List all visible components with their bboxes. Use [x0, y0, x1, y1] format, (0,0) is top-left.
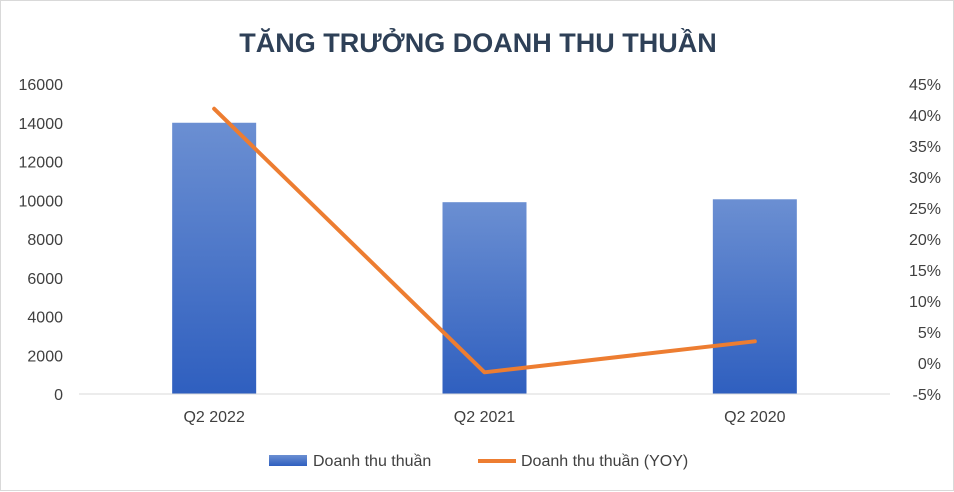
- y-left-tick-label: 6000: [27, 271, 63, 288]
- bar: [712, 199, 797, 394]
- yoy-point: [753, 339, 757, 343]
- y-left-tick-label: 8000: [27, 232, 63, 249]
- legend: Doanh thu thuần Doanh thu thuần (YOY): [269, 453, 688, 470]
- y-left-tick-label: 10000: [19, 193, 64, 210]
- y-right-tick-label: 25%: [909, 201, 941, 218]
- plot-area: 0 2000 4000 6000 8000 10000 12000 14000 16000 -5%…: [19, 77, 942, 426]
- bar: [442, 202, 527, 394]
- legend-swatch-bar: [269, 455, 307, 466]
- y-right-tick-label: -5%: [913, 387, 941, 404]
- y-left-tick-label: 14000: [19, 116, 64, 133]
- y-right-tick-label: 0%: [918, 356, 941, 373]
- x-tick-label: Q2 2021: [454, 409, 515, 426]
- x-tick-label: Q2 2022: [183, 409, 244, 426]
- chart-title: TĂNG TRƯỞNG DOANH THU THUẦN: [239, 26, 716, 58]
- y-left-tick-label: 0: [54, 387, 63, 404]
- y-left-tick-label: 2000: [27, 348, 63, 365]
- legend-label: Doanh thu thuần: [313, 453, 431, 470]
- y-right-tick-label: 30%: [909, 170, 941, 187]
- yoy-point: [212, 107, 216, 111]
- yoy-point: [483, 370, 486, 374]
- x-tick-label: Q2 2020: [724, 409, 785, 426]
- bar: [172, 122, 257, 394]
- y-right-tick-label: 5%: [918, 325, 941, 342]
- legend-label: Doanh thu thuần (YOY): [521, 453, 688, 470]
- y-right-tick-label: 35%: [909, 139, 941, 156]
- y-left-tick-label: 4000: [27, 310, 63, 327]
- y-right-tick-label: 15%: [909, 263, 941, 280]
- y-right-tick-label: 45%: [909, 77, 941, 94]
- y-right-tick-label: 40%: [909, 108, 941, 125]
- y-left-tick-label: 12000: [19, 155, 64, 172]
- y-right-tick-label: 10%: [909, 294, 941, 311]
- y-right-tick-label: 20%: [909, 232, 941, 249]
- y-left-tick-label: 16000: [19, 77, 64, 94]
